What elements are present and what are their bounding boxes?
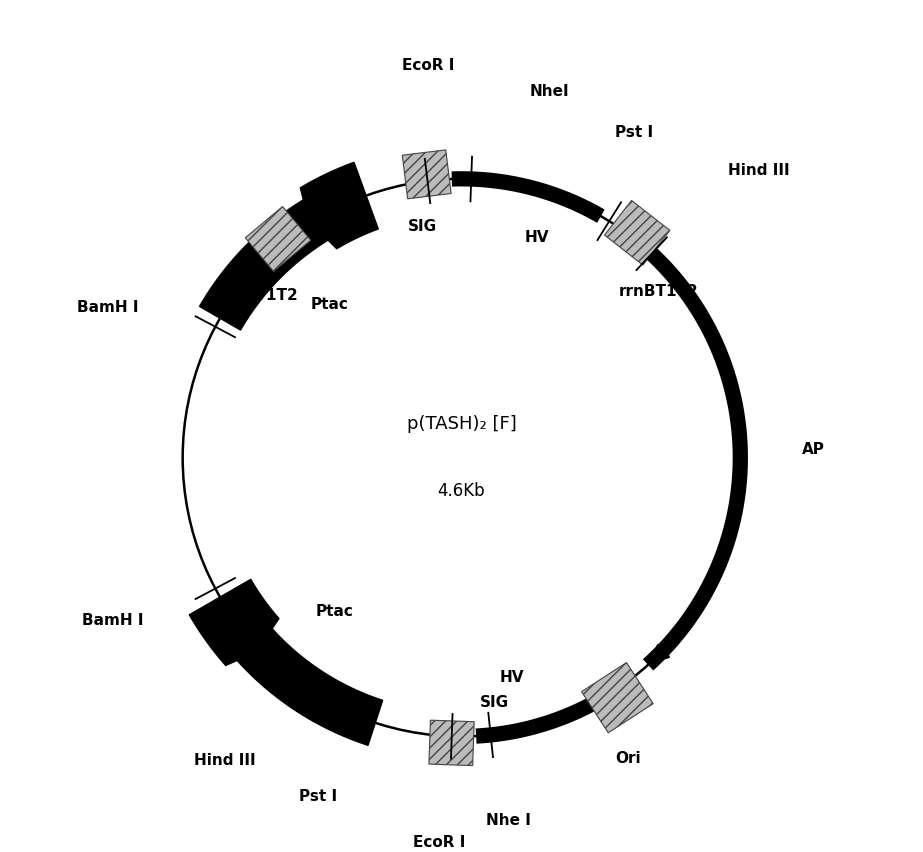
Polygon shape [429, 720, 474, 766]
Text: EcoR I: EcoR I [414, 835, 466, 849]
Text: HV: HV [500, 670, 524, 685]
Text: EcoR I: EcoR I [402, 58, 454, 73]
Text: Ptac: Ptac [310, 297, 348, 312]
Polygon shape [402, 150, 451, 199]
Text: rrnBT1T2: rrnBT1T2 [619, 284, 699, 298]
Text: SIG: SIG [408, 219, 438, 233]
Text: Hind III: Hind III [727, 164, 789, 178]
Polygon shape [246, 206, 311, 272]
Text: Pst I: Pst I [299, 789, 337, 804]
Text: HV: HV [524, 230, 549, 245]
Text: Pst I: Pst I [616, 125, 653, 141]
Polygon shape [189, 579, 383, 746]
Text: SIG: SIG [480, 695, 509, 711]
Text: AP: AP [802, 441, 824, 457]
Text: Ori: Ori [616, 751, 641, 767]
Polygon shape [581, 663, 653, 733]
Text: BamH I: BamH I [82, 613, 143, 628]
Polygon shape [605, 200, 670, 265]
Text: NheI: NheI [530, 83, 569, 99]
Text: rrnBT1T2: rrnBT1T2 [219, 288, 299, 303]
Text: p(TASH)₂ [F]: p(TASH)₂ [F] [407, 415, 516, 433]
Text: 4.6Kb: 4.6Kb [438, 482, 485, 500]
Text: BamH I: BamH I [77, 300, 138, 314]
Text: Ptac: Ptac [315, 604, 353, 619]
Text: Nhe I: Nhe I [486, 813, 531, 827]
Polygon shape [199, 162, 378, 330]
Text: Hind III: Hind III [194, 753, 256, 769]
